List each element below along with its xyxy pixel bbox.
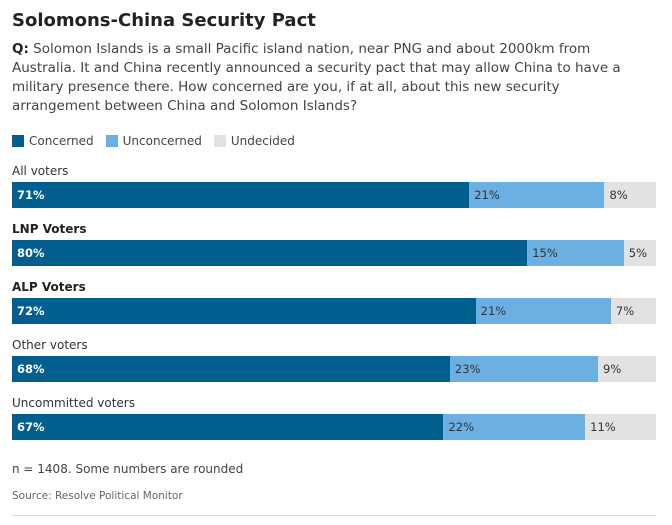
legend-label-undecided: Undecided [230, 134, 295, 148]
data-label-concerned: 71% [17, 188, 45, 202]
bottom-divider [12, 515, 656, 516]
legend-label-unconcerned: Unconcerned [122, 134, 202, 148]
bar-segment-undecided: 11% [585, 414, 656, 440]
legend-swatch-unconcerned [105, 135, 118, 147]
bar-segment-unconcerned: 23% [449, 356, 599, 382]
sample-size-note: n = 1408. Some numbers are rounded [12, 462, 244, 476]
stacked-bar: 71% 21% 8% [12, 182, 656, 208]
question-text-block: Q: Solomon Islands is a small Pacific is… [12, 40, 652, 116]
legend-item-undecided: Undecided [213, 134, 295, 148]
category-label: Other voters [12, 338, 88, 352]
question-prefix: Q: [12, 41, 29, 57]
data-label-concerned: 68% [17, 362, 45, 376]
data-label-unconcerned: 15% [532, 246, 558, 260]
data-label-unconcerned: 21% [474, 188, 500, 202]
data-label-undecided: 9% [603, 362, 622, 376]
data-label-undecided: 5% [628, 246, 648, 260]
bar-rows: All voters 71% 21% 8% LNP Voters 80% 15% 5% ALP … [12, 160, 656, 450]
category-label: ALP Voters [12, 280, 86, 294]
chart-title: Solomons-China Security Pact [12, 10, 316, 31]
bar-segment-concerned: 68% [12, 356, 450, 382]
data-label-unconcerned: 23% [454, 362, 481, 376]
question-text: Solomon Islands is a small Pacific islan… [12, 41, 621, 114]
legend-swatch-concerned [12, 135, 24, 147]
bar-segment-undecided: 5% [623, 240, 656, 266]
stacked-bar: 67% 22% 11% [12, 414, 656, 440]
legend-label-concerned: Concerned [29, 134, 94, 148]
category-label: LNP Voters [12, 222, 87, 236]
legend-item-unconcerned: Unconcerned [105, 134, 202, 148]
category-label: All voters [12, 164, 69, 178]
legend-item-concerned: Concerned [12, 134, 94, 148]
data-label-unconcerned: 22% [448, 420, 475, 434]
bar-segment-concerned: 71% [12, 182, 470, 208]
bar-segment-concerned: 72% [12, 298, 476, 324]
bar-segment-unconcerned: 15% [527, 240, 624, 266]
data-label-undecided: 11% [590, 420, 616, 434]
bar-segment-unconcerned: 22% [443, 414, 586, 440]
bar-segment-unconcerned: 21% [475, 298, 611, 324]
bar-segment-concerned: 80% [12, 240, 528, 266]
category-label: Uncommitted voters [12, 396, 135, 410]
bar-segment-undecided: 9% [598, 356, 656, 382]
stacked-bar: 68% 23% 9% [12, 356, 656, 382]
stacked-bar: 80% 15% 5% [12, 240, 656, 266]
data-label-undecided: 7% [615, 304, 635, 318]
chart-legend: Concerned Unconcerned Undecided [12, 134, 307, 148]
data-label-undecided: 8% [609, 188, 628, 202]
source-note: Source: Resolve Political Monitor [12, 490, 183, 502]
bar-segment-concerned: 67% [12, 414, 444, 440]
bar-segment-undecided: 8% [604, 182, 656, 208]
stacked-bar: 72% 21% 7% [12, 298, 656, 324]
bar-segment-undecided: 7% [610, 298, 656, 324]
legend-swatch-undecided [213, 135, 226, 147]
data-label-concerned: 72% [17, 304, 45, 318]
data-label-concerned: 67% [17, 420, 45, 434]
data-label-concerned: 80% [17, 246, 45, 260]
data-label-unconcerned: 21% [480, 304, 507, 318]
bar-segment-unconcerned: 21% [469, 182, 605, 208]
